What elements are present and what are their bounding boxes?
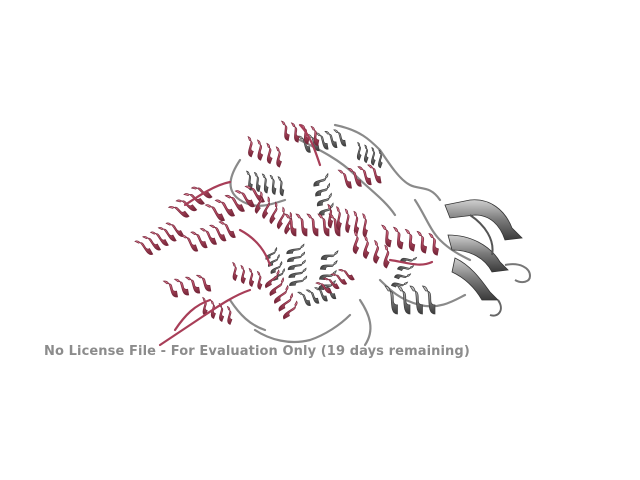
chain-a-helices [134,120,439,325]
chain-a-loops [158,123,434,347]
chain-a-helix-16 [315,269,355,294]
chain-b-helix-3 [313,172,334,217]
chain-a-helix-13 [337,164,382,189]
chain-b-helices [245,129,436,315]
chain-a-helix-14 [352,230,390,269]
chain-b-helix-2 [297,129,347,153]
chain-b-helix-6 [318,249,339,290]
chain-b-helix-9 [384,285,436,315]
chain-b-beta-sheet [444,199,532,317]
chain-b-helix-8 [297,285,337,306]
chain-a-helix-4 [162,274,212,298]
chain-a-helix-3 [180,221,236,252]
chain-b-helix-4 [356,141,383,169]
chain-b-helix-1 [245,170,285,197]
chain-a-helix-10 [265,269,298,320]
chain-a-helix-15 [381,224,439,256]
chain-a-helix-12 [327,203,368,238]
license-watermark: No License File - For Evaluation Only (1… [44,344,470,359]
chain-b-helix-5 [286,243,308,287]
chain-a-helix-7 [247,135,282,168]
chain-b-helix-10 [391,256,418,288]
chain-b-helix-7 [265,246,285,282]
chain-a-helix-1 [134,222,185,255]
chain-a-helix-8 [280,120,320,147]
chain-a-helix-17 [232,261,263,290]
chain-a-helix-6 [204,185,265,222]
